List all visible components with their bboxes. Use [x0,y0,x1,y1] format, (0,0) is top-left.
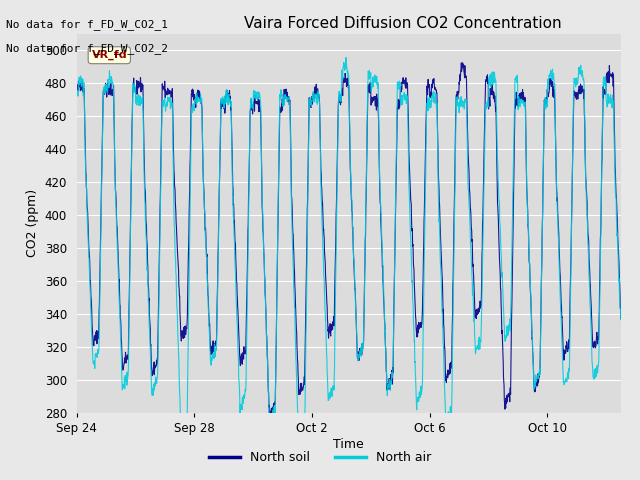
Text: No data for f_FD_W_CO2_2: No data for f_FD_W_CO2_2 [6,43,168,54]
North soil [100,88,108,94]
North air [617,317,625,323]
Line: North air: North air [77,58,621,455]
North soil [458,60,465,66]
North air [296,452,303,458]
North air [602,86,609,92]
North soil [323,304,331,310]
Text: VR_fd: VR_fd [92,50,127,60]
Y-axis label: CO2 (ppm): CO2 (ppm) [26,189,39,257]
North soil [617,316,625,322]
North air [502,336,509,342]
Text: No data for f_FD_W_CO2_1: No data for f_FD_W_CO2_1 [6,19,168,30]
North soil [602,91,609,97]
North air [602,80,609,86]
Legend: North soil, North air: North soil, North air [204,446,436,469]
X-axis label: Time: Time [333,438,364,451]
North air [338,67,346,73]
Line: North soil: North soil [77,63,621,424]
North soil [338,87,346,93]
Title: Vaira Forced Diffusion CO2 Concentration: Vaira Forced Diffusion CO2 Concentration [244,16,562,31]
North air [100,90,108,96]
North air [342,55,350,60]
North soil [73,85,81,91]
North soil [266,421,273,427]
North soil [602,89,609,95]
North air [323,370,331,375]
North air [73,89,81,95]
North soil [502,405,509,411]
